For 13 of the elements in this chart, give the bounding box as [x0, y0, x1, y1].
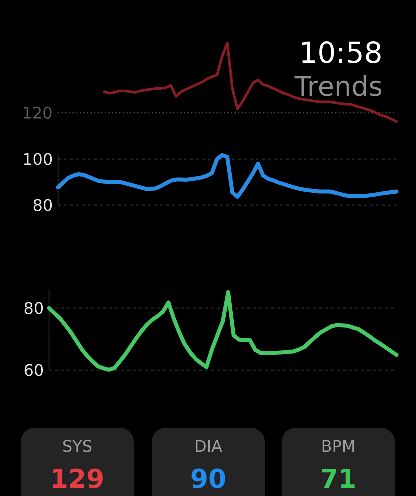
category-label: BPM [322, 440, 354, 452]
y-tick-label: 80 [24, 302, 44, 314]
data-label: 129 [53, 468, 103, 488]
data-label: 90 [192, 468, 226, 488]
annotation: 10:58 [302, 41, 381, 64]
data-label: 71 [322, 469, 355, 488]
text: 120 [24, 106, 52, 120]
y-tick-label: 60 [24, 364, 44, 376]
category-label: SYS [64, 440, 92, 452]
y-tick-label: 100 [24, 153, 52, 166]
text: Trends [294, 76, 382, 96]
y-tick-label: 80 [34, 199, 52, 212]
category-label: DIA [196, 440, 222, 452]
